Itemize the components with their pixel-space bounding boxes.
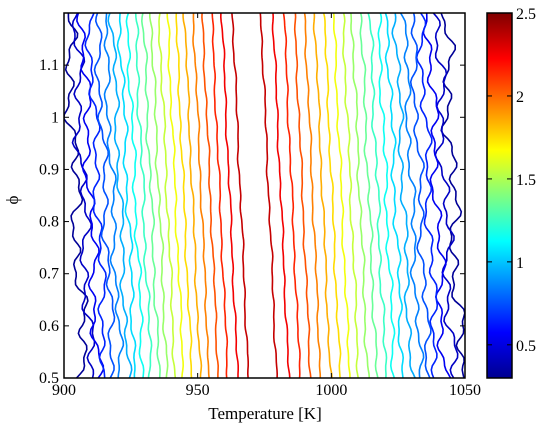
contour-line-left-2.15 xyxy=(211,13,229,378)
contour-line-right-2.25 xyxy=(271,13,291,378)
contour-line-right-1.05 xyxy=(384,13,405,378)
x-axis-label: Temperature [K] xyxy=(208,404,322,423)
y-tick-label: 0.9 xyxy=(39,161,59,178)
contour-line-right-0.65 xyxy=(415,13,439,378)
contour-line-left-0.95 xyxy=(107,13,133,378)
y-axis-label: ϕ xyxy=(3,195,22,204)
contour-line-left-1.25 xyxy=(134,13,153,378)
colorbar-gradient xyxy=(487,13,512,378)
colorbar-tick-label: 1.5 xyxy=(516,172,536,189)
contour-line-right-2.05 xyxy=(293,13,312,378)
contour-line-right-1.15 xyxy=(377,13,396,378)
axes: 900 950 1000 1050 0.5 0.6 0.7 0.8 0.9 1 1.1 xyxy=(39,13,481,399)
contour-line-right-0.85 xyxy=(399,13,425,378)
contour-line-left-0.75 xyxy=(93,13,116,378)
colorbar-tick-label: 2.5 xyxy=(516,6,536,23)
x-tick-label: 1000 xyxy=(315,382,347,399)
contour-line-left-1.05 xyxy=(116,13,137,378)
x-tick-label: 1050 xyxy=(449,382,481,399)
contour-line-left-1.55 xyxy=(157,13,177,378)
contour-line-left-2.05 xyxy=(201,13,220,378)
contour-line-left-1.45 xyxy=(149,13,169,378)
y-tick-label: 0.8 xyxy=(39,214,59,231)
colorbar-frame xyxy=(486,12,513,379)
contour-line-right-0.75 xyxy=(409,13,432,378)
contour-line-right-2.35 xyxy=(259,13,279,378)
contour-line-left-1.95 xyxy=(192,13,210,378)
contour-line-left-0.65 xyxy=(84,13,107,378)
plot-frame xyxy=(63,12,466,379)
contour-lines xyxy=(64,13,465,378)
contour-line-left-2.35 xyxy=(231,13,249,378)
contour-line-right-1.95 xyxy=(303,13,322,378)
contour-line-left-1.65 xyxy=(166,13,185,378)
y-tick-label: 1.1 xyxy=(39,57,59,74)
contour-line-right-1.45 xyxy=(350,13,371,378)
contour-line-left-2.25 xyxy=(219,13,239,378)
contour-line-right-0.55 xyxy=(422,13,452,378)
y-tick-label: 1 xyxy=(51,109,59,126)
y-tick-label: 0.6 xyxy=(39,318,59,335)
contour-line-right-1.65 xyxy=(332,13,351,378)
contour-line-left-0.85 xyxy=(103,13,125,378)
x-tick-label: 950 xyxy=(186,382,210,399)
colorbar: 0.5 1 1.5 2 2.5 xyxy=(486,6,536,379)
y-tick-label: 0.7 xyxy=(39,266,59,283)
contour-line-right-0.45 xyxy=(432,13,459,378)
contour-line-left-0.55 xyxy=(76,13,105,378)
contour-line-right-0.95 xyxy=(391,13,416,378)
contour-line-right-1.35 xyxy=(359,13,379,378)
contour-line-left-0.45 xyxy=(71,13,96,378)
contour-line-right-1.75 xyxy=(322,13,342,378)
colorbar-tick-label: 1 xyxy=(516,255,524,272)
x-tick-label: 900 xyxy=(52,382,76,399)
contour-line-right-1.85 xyxy=(312,13,333,378)
contour-line-left-1.15 xyxy=(125,13,145,378)
colorbar-tick-label: 0.5 xyxy=(516,338,536,355)
y-tick-label: 0.5 xyxy=(39,370,59,387)
contour-line-left-0.35 xyxy=(64,13,89,378)
contour-line-left-1.75 xyxy=(175,13,193,378)
contour-line-left-1.85 xyxy=(182,13,203,378)
contour-line-right-2.15 xyxy=(282,13,301,378)
contour-line-left-1.35 xyxy=(140,13,161,378)
contour-line-right-1.55 xyxy=(342,13,359,378)
colorbar-tick-label: 2 xyxy=(516,89,524,106)
contour-line-right-1.25 xyxy=(367,13,388,378)
